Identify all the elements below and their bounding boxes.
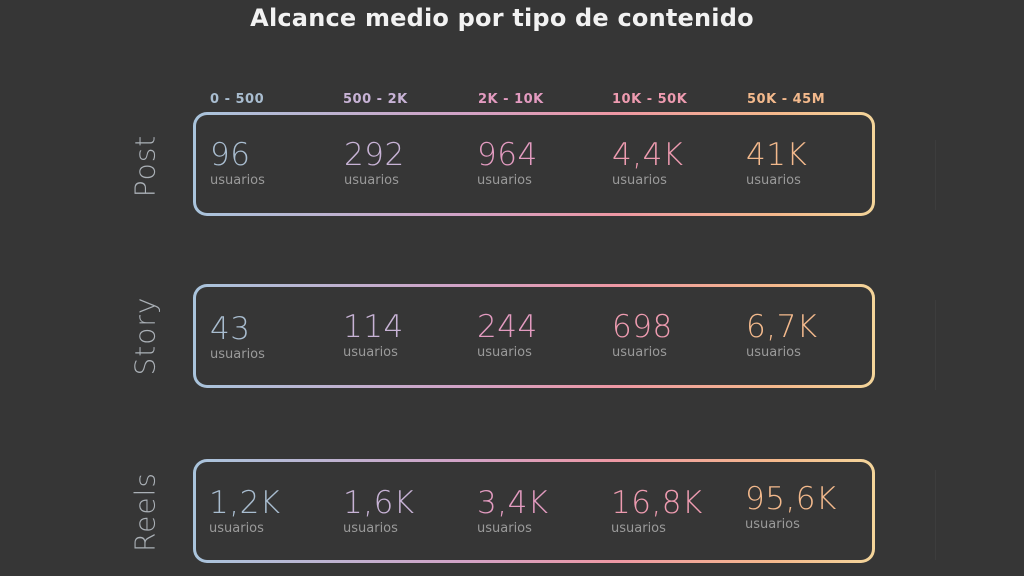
cell-unit: usuarios [210, 173, 265, 188]
decorative-edge-line-top [935, 140, 936, 210]
cell-value: 41K [746, 137, 808, 173]
cell-story-range-4: 698 usuarios [612, 310, 673, 361]
row-box-story [193, 284, 875, 388]
cell-story-range-1: 43 usuarios [210, 312, 265, 363]
cell-value: 4,4K [612, 137, 684, 173]
cell-value: 292 [344, 137, 405, 173]
column-header-range-3: 2K - 10K [478, 92, 544, 107]
cell-reels-range-5: 95,6K usuarios [745, 482, 837, 533]
cell-unit: usuarios [477, 173, 532, 188]
row-box-reels [193, 459, 875, 563]
row-label-story: Story [128, 296, 162, 376]
row-label-post: Post [128, 134, 162, 198]
cell-value: 95,6K [745, 481, 837, 517]
cell-reels-range-3: 3,4K usuarios [477, 486, 549, 537]
cell-unit: usuarios [209, 521, 264, 536]
column-header-range-4: 10K - 50K [612, 92, 688, 107]
cell-reels-range-1: 1,2K usuarios [209, 486, 281, 537]
column-header-range-1: 0 - 500 [210, 92, 265, 107]
cell-unit: usuarios [611, 521, 666, 536]
cell-post-range-1: 96 usuarios [210, 138, 265, 189]
cell-unit: usuarios [612, 173, 667, 188]
cell-story-range-3: 244 usuarios [477, 310, 538, 361]
cell-value: 16,8K [611, 485, 703, 521]
cell-unit: usuarios [477, 521, 532, 536]
cell-value: 1,2K [209, 485, 281, 521]
cell-unit: usuarios [343, 345, 398, 360]
cell-post-range-2: 292 usuarios [344, 138, 405, 189]
cell-unit: usuarios [477, 345, 532, 360]
cell-reels-range-4: 16,8K usuarios [611, 486, 703, 537]
cell-reels-range-2: 1,6K usuarios [343, 486, 415, 537]
cell-unit: usuarios [745, 517, 800, 532]
cell-value: 43 [210, 311, 251, 347]
cell-value: 3,4K [477, 485, 549, 521]
cell-unit: usuarios [612, 345, 667, 360]
cell-value: 114 [343, 309, 404, 345]
cell-unit: usuarios [210, 347, 265, 362]
cell-value: 6,7K [746, 309, 818, 345]
cell-unit: usuarios [344, 173, 399, 188]
row-label-reels: Reels [128, 471, 162, 553]
cell-post-range-4: 4,4K usuarios [612, 138, 684, 189]
cell-post-range-5: 41K usuarios [746, 138, 807, 189]
decorative-edge-line-bottom [935, 470, 936, 560]
cell-unit: usuarios [343, 521, 398, 536]
cell-value: 698 [612, 309, 673, 345]
cell-story-range-2: 114 usuarios [343, 310, 404, 361]
row-box-post [193, 112, 875, 216]
cell-value: 244 [477, 309, 538, 345]
cell-post-range-3: 964 usuarios [477, 138, 538, 189]
cell-value: 964 [477, 137, 538, 173]
cell-value: 96 [210, 137, 251, 173]
chart-title: Alcance medio por tipo de contenido [250, 4, 754, 32]
column-header-range-5: 50K - 45M [747, 92, 826, 107]
cell-value: 1,6K [343, 485, 415, 521]
column-header-range-2: 500 - 2K [343, 92, 408, 107]
cell-story-range-5: 6,7K usuarios [746, 310, 818, 361]
cell-unit: usuarios [746, 345, 801, 360]
cell-unit: usuarios [746, 173, 801, 188]
decorative-edge-line-middle [935, 300, 936, 390]
